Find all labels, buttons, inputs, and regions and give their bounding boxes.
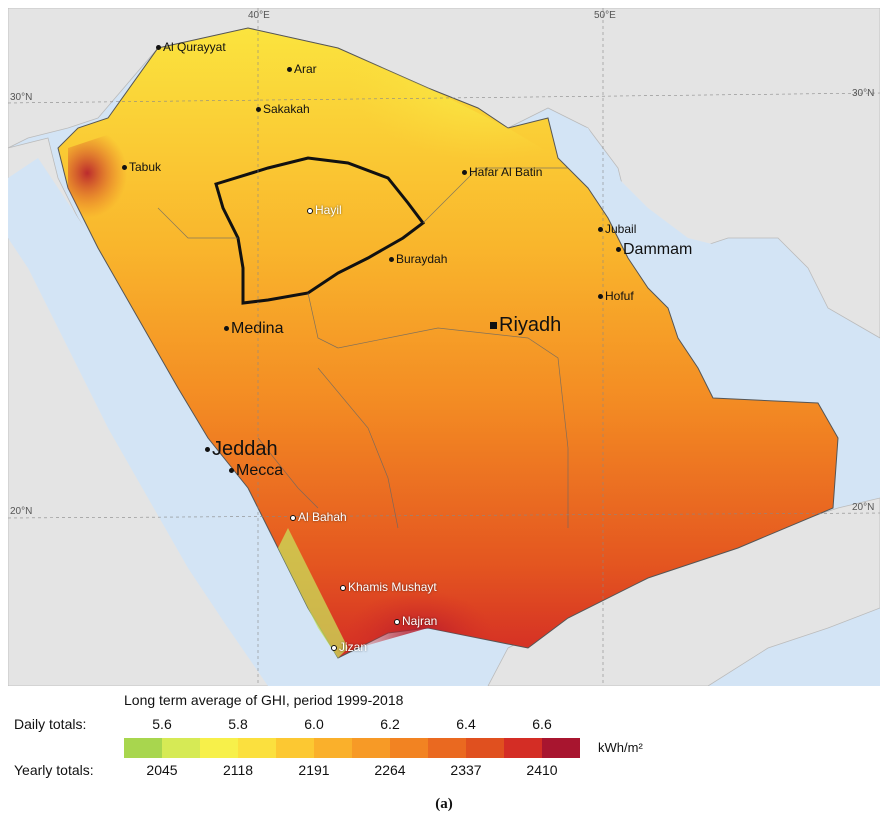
city-marker-icon	[340, 584, 346, 591]
legend-swatch	[428, 738, 466, 758]
yearly-tick-label: 2191	[298, 762, 330, 778]
yearly-tick-label: 2045	[146, 762, 178, 778]
city-khamis-mushayt: Khamis Mushayt	[340, 580, 437, 594]
saudi-arabia	[57, 27, 839, 659]
city-hofuf: Hofuf	[598, 289, 634, 303]
city-dammam: Dammam	[616, 241, 692, 259]
city-marker-icon	[122, 165, 127, 171]
city-medina: Medina	[224, 320, 283, 338]
city-marker-icon	[229, 468, 234, 474]
daily-tick-label: 5.6	[152, 716, 172, 732]
lon-50-label: 50°E	[594, 10, 616, 21]
red-sea	[8, 158, 308, 686]
city-al-qurayyat: Al Qurayyat	[156, 40, 226, 54]
city-marker-icon	[394, 618, 400, 625]
legend-swatch	[390, 738, 428, 758]
city-marker-icon	[331, 644, 337, 651]
city-marker-icon	[389, 257, 394, 263]
color-scale	[124, 738, 580, 758]
legend-swatch	[124, 738, 162, 758]
city-arar: Arar	[287, 62, 317, 76]
daily-totals-label: Daily totals:	[14, 716, 87, 732]
city-marker-icon	[598, 227, 603, 233]
city-marker-icon	[290, 514, 296, 521]
legend-swatch	[466, 738, 504, 758]
lat-30-right-label: 30°N	[852, 88, 875, 99]
ghi-east-cool	[228, 28, 628, 268]
city-sakakah: Sakakah	[256, 102, 310, 116]
yearly-tick-label: 2264	[374, 762, 406, 778]
capital-marker-icon	[490, 322, 497, 330]
city-hafar-al-batin: Hafar Al Batin	[462, 165, 542, 179]
yearly-totals-label: Yearly totals:	[14, 762, 94, 778]
daily-tick-label: 6.0	[304, 716, 324, 732]
city-marker-icon	[256, 107, 261, 113]
city-marker-icon	[462, 170, 467, 176]
city-riyadh: Riyadh	[490, 314, 561, 337]
city-marker-icon	[307, 207, 313, 214]
city-marker-icon	[287, 67, 292, 73]
city-hayil: Hayil	[307, 203, 342, 217]
legend-swatch	[200, 738, 238, 758]
legend-swatch	[542, 738, 580, 758]
lat-20-right-label: 20°N	[852, 502, 875, 513]
persian-gulf	[548, 118, 823, 328]
city-mecca: Mecca	[229, 462, 283, 480]
legend-title: Long term average of GHI, period 1999-20…	[124, 692, 404, 708]
hayil-region-outline	[214, 156, 426, 305]
city-buraydah: Buraydah	[389, 252, 447, 266]
yearly-tick-label: 2337	[450, 762, 482, 778]
city-jeddah: Jeddah	[205, 438, 278, 461]
lat-20-left-label: 20°N	[10, 506, 33, 517]
region-boundaries	[157, 167, 569, 529]
daily-tick-label: 6.6	[532, 716, 552, 732]
legend-swatch	[504, 738, 542, 758]
ghi-coastal-green	[278, 528, 348, 658]
city-tabuk: Tabuk	[122, 160, 161, 174]
city-jizan: Jizan	[331, 640, 367, 654]
figure-caption: (a)	[435, 796, 453, 812]
unit-label: kWh/m²	[598, 740, 643, 755]
lon-40-label: 40°E	[248, 10, 270, 21]
city-jubail: Jubail	[598, 222, 636, 236]
legend-swatch	[352, 738, 390, 758]
daily-tick-label: 6.2	[380, 716, 400, 732]
graticule	[8, 8, 880, 686]
city-marker-icon	[616, 247, 621, 253]
lat-30-left-label: 30°N	[10, 92, 33, 103]
city-najran: Najran	[394, 614, 437, 628]
daily-tick-label: 5.8	[228, 716, 248, 732]
ghi-west-hotspot	[68, 128, 228, 308]
daily-tick-label: 6.4	[456, 716, 476, 732]
city-al-bahah: Al Bahah	[290, 510, 347, 524]
city-marker-icon	[156, 45, 161, 51]
ghi-south-hotspot	[298, 488, 568, 658]
city-marker-icon	[598, 294, 603, 300]
city-marker-icon	[205, 447, 210, 453]
legend-swatch	[238, 738, 276, 758]
solar-ghi-map	[8, 8, 880, 686]
yearly-tick-label: 2410	[526, 762, 558, 778]
yearly-tick-label: 2118	[222, 762, 254, 778]
legend-swatch	[162, 738, 200, 758]
city-marker-icon	[224, 326, 229, 332]
legend-swatch	[276, 738, 314, 758]
legend-swatch	[314, 738, 352, 758]
